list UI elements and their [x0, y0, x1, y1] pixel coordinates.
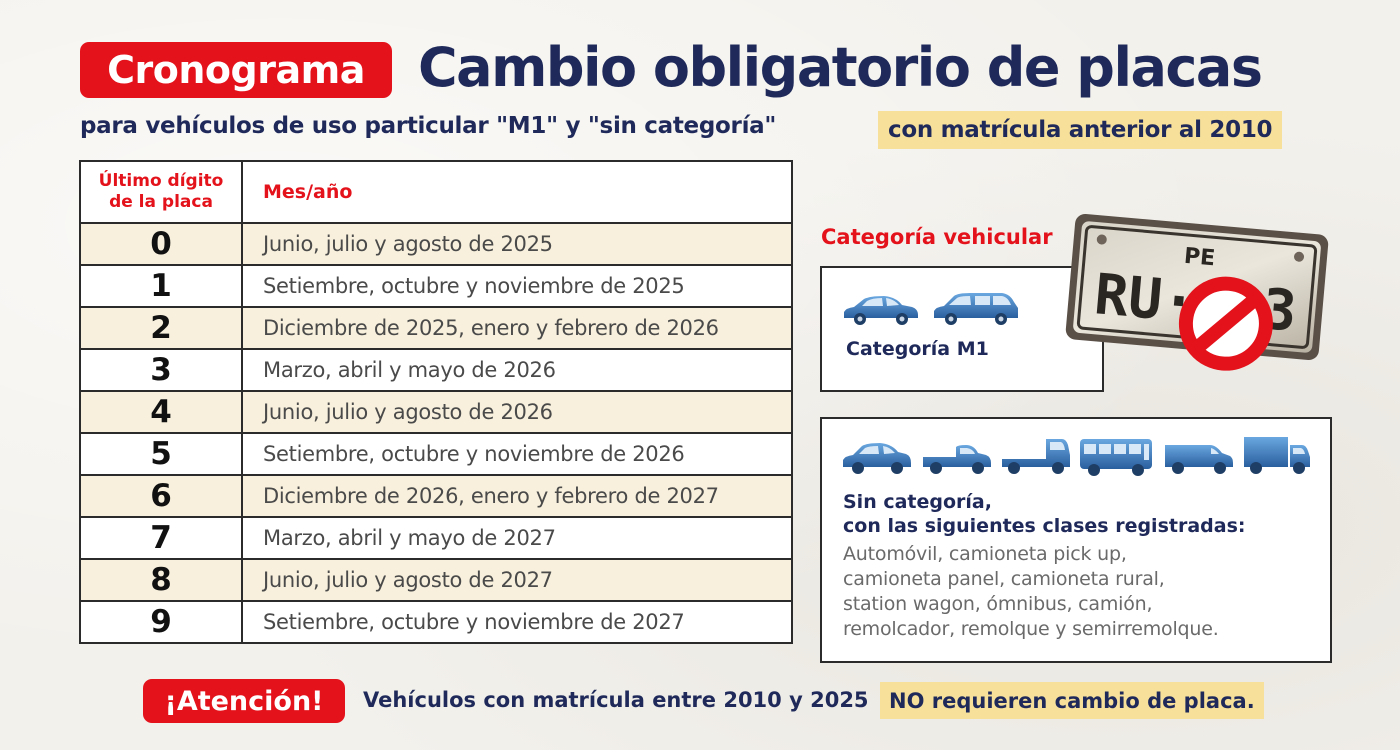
- month-year-cell: Diciembre de 2025, enero y febrero de 20…: [241, 306, 793, 350]
- plate-digit-cell: 1: [79, 264, 243, 308]
- plate-digit-cell: 8: [79, 558, 243, 602]
- plate-digit-cell: 5: [79, 432, 243, 476]
- table-row: 0 Junio, julio y agosto de 2025: [79, 222, 793, 266]
- table-row: 9 Setiembre, octubre y noviembre de 2027: [79, 600, 793, 644]
- month-year-cell: Setiembre, octubre y noviembre de 2025: [241, 264, 793, 308]
- remolcador-icon: [1002, 439, 1070, 474]
- atencion-badge: ¡Atención!: [143, 679, 345, 723]
- month-year-cell: Setiembre, octubre y noviembre de 2026: [241, 432, 793, 476]
- sin-categoria-box: Sin categoría, con las siguientes clases…: [820, 417, 1332, 663]
- table-row: 4 Junio, julio y agosto de 2026: [79, 390, 793, 434]
- vehicle-classes-line: remolcador, remolque y semirremolque.: [843, 618, 1219, 640]
- old-license-plate: PE RU·9 3: [1063, 211, 1331, 371]
- sedan-icon: [844, 296, 918, 325]
- column-header-digit-line1: Último dígito: [98, 171, 224, 191]
- sin-categoria-title: Sin categoría,: [843, 491, 992, 513]
- table-row: 3 Marzo, abril y mayo de 2026: [79, 348, 793, 392]
- column-header-month: Mes/año: [241, 160, 793, 224]
- plate-digit-cell: 9: [79, 600, 243, 644]
- sin-categoria-subtitle: con las siguientes clases registradas:: [843, 515, 1246, 537]
- station-wagon-icon: [934, 293, 1018, 325]
- month-year-cell: Marzo, abril y mayo de 2027: [241, 516, 793, 560]
- month-year-cell: Diciembre de 2026, enero y febrero de 20…: [241, 474, 793, 518]
- column-header-digit-line2: de la placa: [109, 192, 213, 212]
- camion-icon: [1244, 437, 1310, 474]
- footer-highlight: NO requieren cambio de placa.: [880, 682, 1264, 719]
- month-year-cell: Setiembre, octubre y noviembre de 2027: [241, 600, 793, 644]
- table-row: 8 Junio, julio y agosto de 2027: [79, 558, 793, 602]
- plate-digit-cell: 2: [79, 306, 243, 350]
- panel-van-icon: [1165, 445, 1233, 474]
- plate-country-text: PE: [1183, 244, 1216, 272]
- m1-category-label: Categoría M1: [846, 338, 989, 360]
- vehicle-classes-line: Automóvil, camioneta pick up,: [843, 543, 1127, 565]
- plate-digit-cell: 4: [79, 390, 243, 434]
- table-row: 1 Setiembre, octubre y noviembre de 2025: [79, 264, 793, 308]
- schedule-table: Último dígito de la placa Mes/año 0 Junio…: [79, 160, 793, 644]
- table-row: 6 Diciembre de 2026, enero y febrero de 2…: [79, 474, 793, 518]
- vehicle-classes-line: station wagon, ómnibus, camión,: [843, 593, 1153, 615]
- cronograma-badge: Cronograma: [80, 42, 392, 98]
- page-subtitle: para vehículos de uso particular "M1" y …: [80, 113, 777, 139]
- table-header-row: Último dígito de la placa Mes/año: [79, 160, 793, 224]
- m1-category-box: Categoría M1: [820, 266, 1104, 392]
- prohibited-icon: [1178, 276, 1273, 371]
- table-row: 2 Diciembre de 2025, enero y febrero de 2…: [79, 306, 793, 350]
- column-header-digit: Último dígito de la placa: [79, 160, 243, 224]
- month-year-cell: Junio, julio y agosto de 2027: [241, 558, 793, 602]
- table-row: 5 Setiembre, octubre y noviembre de 2026: [79, 432, 793, 476]
- pick-up-icon: [923, 445, 991, 474]
- schedule-body: 0 Junio, julio y agosto de 2025 1 Setiembre…: [79, 222, 793, 644]
- plate-digit-cell: 7: [79, 516, 243, 560]
- plate-digit-cell: 3: [79, 348, 243, 392]
- automovil-icon: [843, 443, 911, 474]
- vehicle-classes-line: camioneta panel, camioneta rural,: [843, 568, 1165, 590]
- category-title: Categoría vehicular: [821, 225, 1053, 249]
- plate-digit-cell: 0: [79, 222, 243, 266]
- month-year-cell: Marzo, abril y mayo de 2026: [241, 348, 793, 392]
- page-title: Cambio obligatorio de placas: [418, 36, 1263, 99]
- plate-digit-cell: 6: [79, 474, 243, 518]
- subtitle-highlight: con matrícula anterior al 2010: [878, 111, 1283, 149]
- month-year-cell: Junio, julio y agosto de 2025: [241, 222, 793, 266]
- month-year-cell: Junio, julio y agosto de 2026: [241, 390, 793, 434]
- table-row: 7 Marzo, abril y mayo de 2027: [79, 516, 793, 560]
- omnibus-icon: [1080, 439, 1152, 476]
- footer-text: Vehículos con matrícula entre 2010 y 202…: [363, 688, 869, 712]
